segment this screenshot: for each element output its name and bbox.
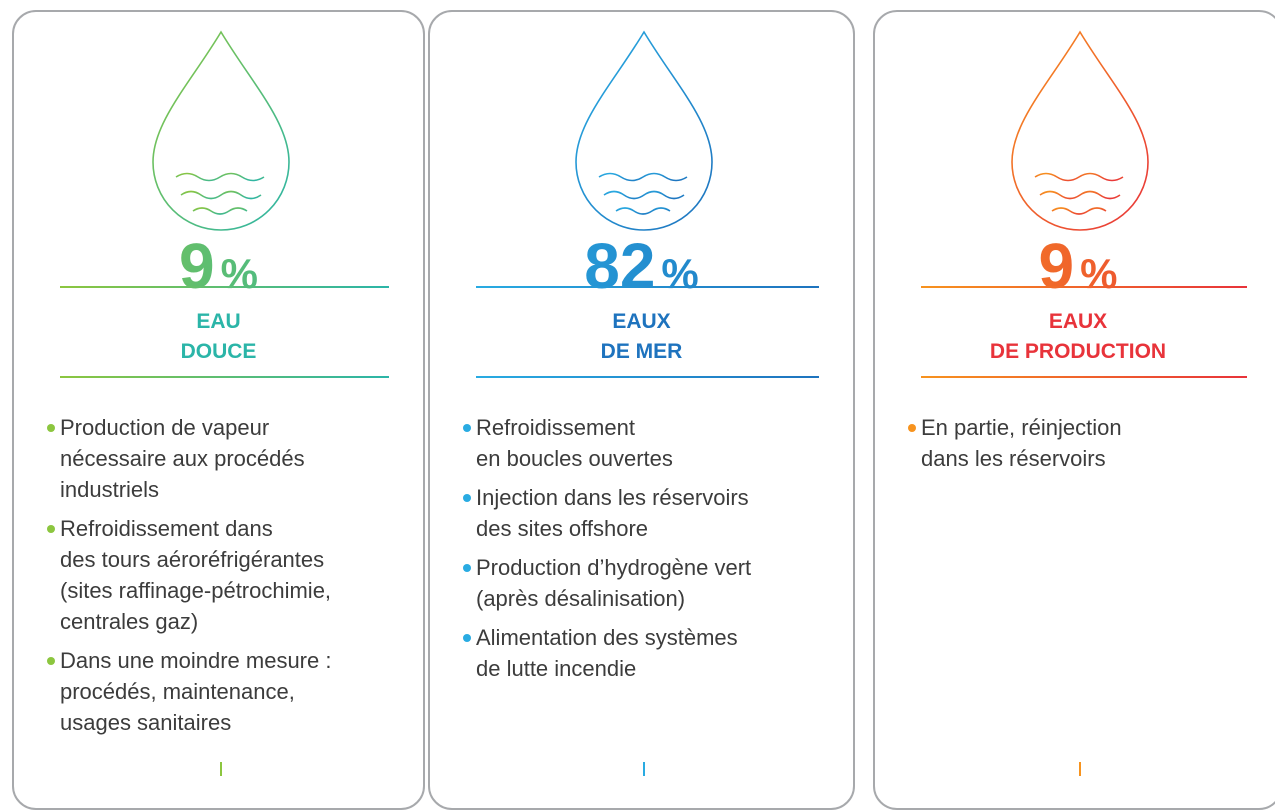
- title-line: DOUCE: [14, 337, 423, 367]
- bullet-line: (après désalinisation): [476, 583, 843, 614]
- bullet-line: procédés, maintenance,: [60, 676, 413, 707]
- bullet-line: Refroidissement dans: [60, 513, 413, 544]
- bullet-line: nécessaire aux procédés: [60, 443, 413, 474]
- title-line: EAUX: [430, 307, 853, 337]
- bullet-line: (sites raffinage-pétrochimie,: [60, 575, 413, 606]
- percent-unit: %: [1080, 250, 1117, 297]
- divider: [60, 376, 389, 378]
- divider: [476, 376, 819, 378]
- divider: [476, 286, 819, 288]
- bullet-line: dans les réservoirs: [921, 443, 1271, 474]
- divider: [921, 286, 1247, 288]
- bullet-line: Alimentation des systèmes: [476, 622, 843, 653]
- bullet-line: Dans une moindre mesure :: [60, 645, 413, 676]
- percent-unit: %: [661, 250, 698, 297]
- bullet-line: centrales gaz): [60, 606, 413, 637]
- bullet-line: Production d’hydrogène vert: [476, 552, 843, 583]
- title-line: DE MER: [430, 337, 853, 367]
- percent: 82%: [430, 234, 853, 306]
- percent: 9%: [875, 234, 1275, 306]
- bullet-line: En partie, réinjection: [921, 412, 1271, 443]
- title-line: DE PRODUCTION: [875, 337, 1275, 367]
- drop-icon: [141, 22, 301, 232]
- bullet-line: des sites offshore: [476, 513, 843, 544]
- percent-value: 9: [1039, 230, 1075, 302]
- percent-unit: %: [221, 250, 258, 297]
- percent-value: 9: [179, 230, 215, 302]
- percent-value: 82: [584, 230, 655, 302]
- title-line: EAU: [14, 307, 423, 337]
- bullet-line: usages sanitaires: [60, 707, 413, 738]
- bullet-line: en boucles ouvertes: [476, 443, 843, 474]
- drop-icon: [1000, 22, 1160, 232]
- bullet-line: des tours aéroréfrigérantes: [60, 544, 413, 575]
- bullet-item: Production d’hydrogène vert(après désali…: [474, 552, 843, 614]
- divider: [921, 376, 1247, 378]
- bullet-line: Production de vapeur: [60, 412, 413, 443]
- title-line: EAUX: [875, 307, 1275, 337]
- bullet-line: de lutte incendie: [476, 653, 843, 684]
- bullet-line: industriels: [60, 474, 413, 505]
- divider: [60, 286, 389, 288]
- drop-icon: [564, 22, 724, 232]
- percent: 9%: [14, 234, 423, 306]
- bullet-line: Injection dans les réservoirs: [476, 482, 843, 513]
- bullet-item: Dans une moindre mesure :procédés, maint…: [58, 645, 413, 738]
- bullet-line: Refroidissement: [476, 412, 843, 443]
